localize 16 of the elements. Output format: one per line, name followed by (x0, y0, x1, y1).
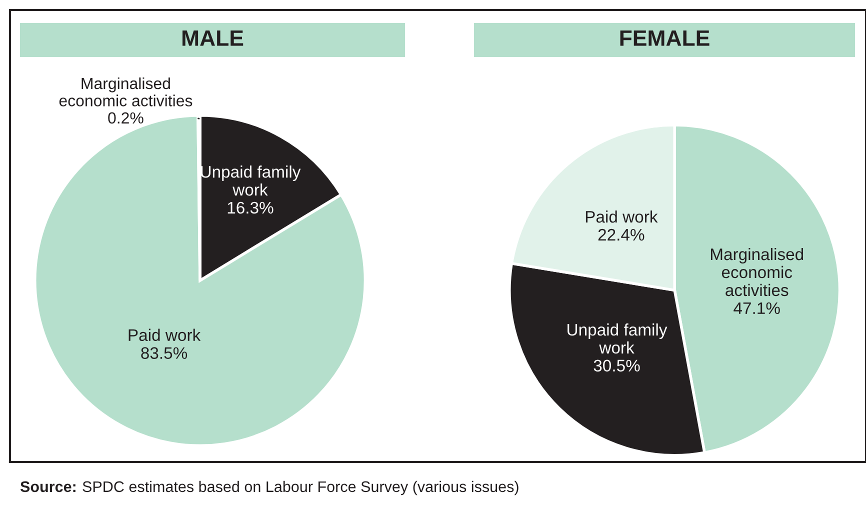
data-label: 47.1% (734, 302, 780, 314)
slice-label: Unpaid family work (201, 166, 301, 196)
data-label: 30.5% (594, 360, 640, 372)
slice-label: Unpaid family work (568, 323, 668, 354)
slice-label: Paid work (128, 328, 201, 342)
chart-title: FEMALE (620, 30, 710, 46)
source-note: Source: SPDC estimates based on Labour Force Survey (various issues) (20, 480, 518, 496)
data-label: 0.2% (108, 112, 144, 124)
slice-label: Paid work (586, 210, 658, 223)
slice-label: Marginalised economic activities (59, 77, 192, 106)
chart-title: MALE (182, 30, 244, 46)
slice-label: Marginalised economic activities (710, 248, 804, 296)
data-label: 22.4% (598, 228, 644, 241)
pie-slice (33, 114, 367, 448)
data-label: 83.5% (141, 347, 188, 359)
data-label: 16.3% (228, 202, 274, 214)
